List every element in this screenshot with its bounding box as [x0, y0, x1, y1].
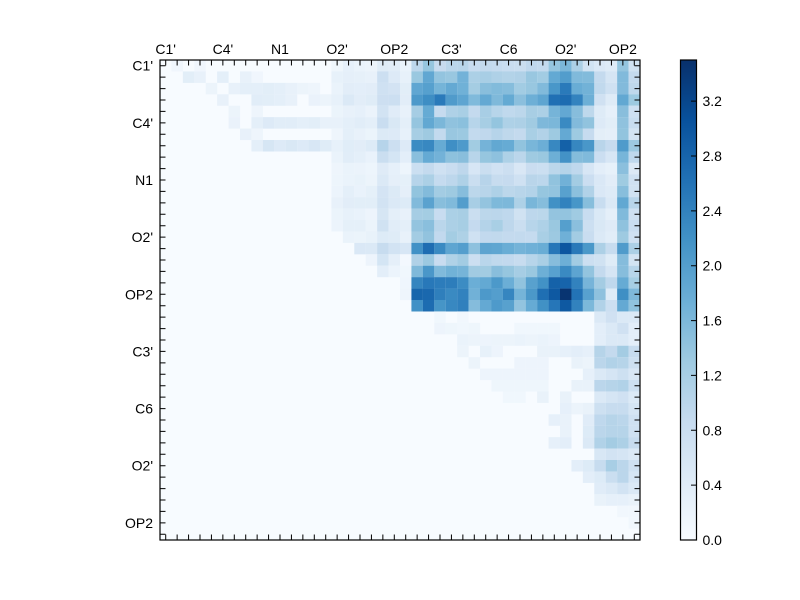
svg-text:OP2: OP2	[125, 286, 153, 302]
svg-text:0.8: 0.8	[703, 422, 723, 438]
svg-text:OP2: OP2	[125, 515, 153, 531]
svg-text:C1': C1'	[155, 41, 176, 57]
svg-text:O2': O2'	[555, 41, 576, 57]
svg-text:2.0: 2.0	[703, 258, 723, 274]
svg-text:1.2: 1.2	[703, 367, 723, 383]
svg-text:3.2: 3.2	[703, 93, 723, 109]
svg-text:C3': C3'	[132, 343, 153, 359]
svg-text:C3': C3'	[441, 41, 462, 57]
svg-text:2.8: 2.8	[703, 148, 723, 164]
svg-text:O2': O2'	[132, 458, 153, 474]
svg-text:O2': O2'	[132, 229, 153, 245]
svg-text:C6: C6	[135, 401, 153, 417]
svg-text:C4': C4'	[213, 41, 234, 57]
svg-text:N1: N1	[135, 172, 153, 188]
svg-text:C1': C1'	[132, 58, 153, 74]
svg-text:C4': C4'	[132, 115, 153, 131]
svg-text:C6: C6	[500, 41, 518, 57]
svg-text:OP2: OP2	[380, 41, 408, 57]
svg-text:OP2: OP2	[609, 41, 637, 57]
svg-text:0.0: 0.0	[703, 532, 723, 548]
svg-text:0.4: 0.4	[703, 477, 723, 493]
svg-text:2.4: 2.4	[703, 203, 723, 219]
svg-text:1.6: 1.6	[703, 313, 723, 329]
svg-text:N1: N1	[271, 41, 289, 57]
svg-text:O2': O2'	[326, 41, 347, 57]
